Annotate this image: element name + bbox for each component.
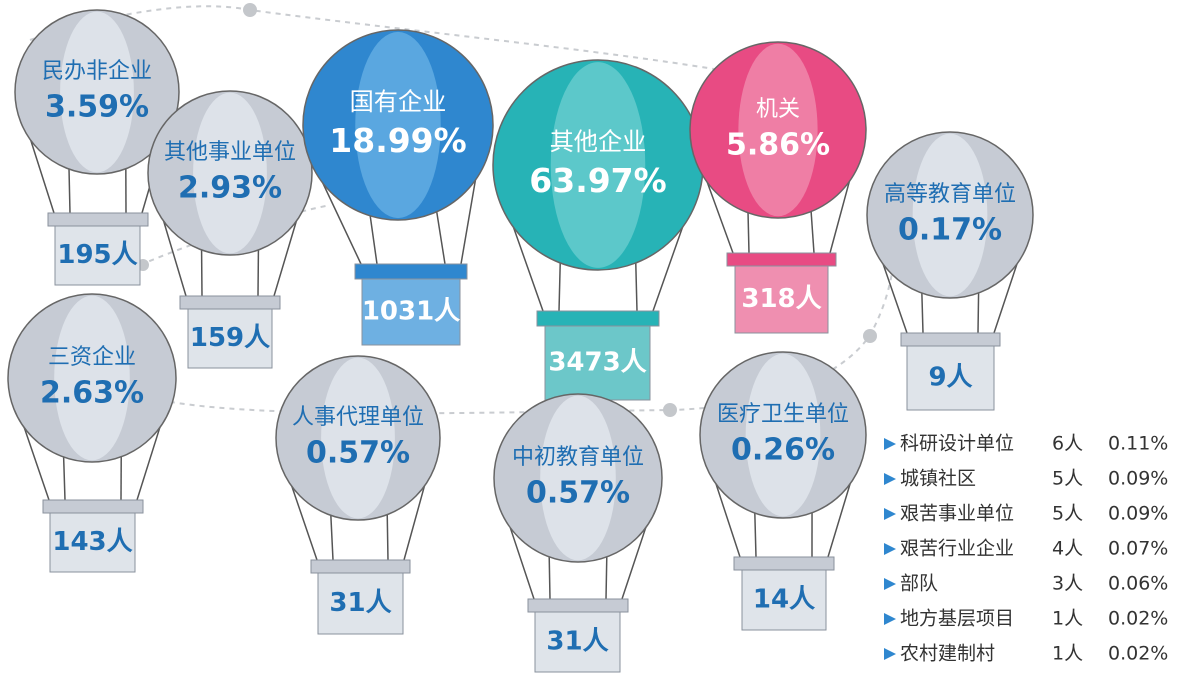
balloon-percent: 0.57% [526, 476, 630, 511]
balloon-percent: 0.17% [898, 213, 1002, 248]
path-dot [243, 3, 257, 17]
legend-name: 部队 [900, 573, 938, 595]
legend-bullet [884, 473, 896, 485]
basket-bar [311, 560, 410, 573]
basket-count: 318人 [741, 284, 821, 314]
balloon-percent: 3.59% [45, 90, 149, 125]
basket-count: 159人 [190, 323, 270, 353]
balloon-percent: 0.26% [731, 433, 835, 468]
balloon: 人事代理单位 0.57% 31人 [276, 356, 440, 634]
basket-count: 31人 [546, 627, 608, 657]
basket-bar [528, 599, 628, 612]
basket-count: 3473人 [548, 348, 646, 378]
basket-bar [48, 213, 148, 226]
balloon-name: 国有企业 [350, 88, 447, 116]
legend-name: 城镇社区 [900, 468, 976, 490]
balloon: 三资企业 2.63% 143人 [8, 294, 176, 572]
balloon-name: 机关 [756, 97, 800, 122]
balloon: 机关 5.86% 318人 [690, 42, 866, 333]
legend-bullet [884, 648, 896, 660]
legend-name: 艰苦事业单位 [900, 503, 1014, 525]
legend-name: 科研设计单位 [900, 433, 1014, 455]
balloon-percent: 18.99% [329, 121, 466, 160]
legend-percent: 0.02% [1108, 608, 1168, 630]
basket-count: 1031人 [362, 297, 460, 327]
legend-count: 3人 [1052, 573, 1083, 595]
basket-count: 143人 [52, 527, 132, 557]
legend-percent: 0.06% [1108, 573, 1168, 595]
legend-bullet [884, 543, 896, 555]
legend-count: 1人 [1052, 608, 1083, 630]
infographic: 民办非企业 3.59% 195人 其他事业单位 2.93% 159人 国有企业 18.99% 1… [0, 0, 1184, 673]
basket-count: 195人 [57, 240, 137, 270]
legend-name: 艰苦行业企业 [900, 538, 1014, 560]
balloon-percent: 5.86% [726, 128, 830, 163]
basket-bar [537, 311, 659, 326]
balloon-name: 高等教育单位 [884, 182, 1016, 207]
legend-count: 1人 [1052, 643, 1083, 665]
basket-bar [734, 557, 834, 570]
legend-percent: 0.09% [1108, 503, 1168, 525]
balloon-name: 医疗卫生单位 [717, 402, 849, 427]
basket-bar [727, 253, 836, 266]
path-dot [863, 329, 877, 343]
balloon: 高等教育单位 0.17% 9人 [867, 132, 1033, 410]
path-dot [663, 403, 677, 417]
legend-count: 5人 [1052, 503, 1083, 525]
basket-count: 14人 [753, 585, 815, 615]
balloon-name: 其他事业单位 [164, 140, 296, 165]
balloon: 国有企业 18.99% 1031人 [303, 30, 493, 345]
balloon: 其他事业单位 2.93% 159人 [148, 91, 312, 368]
legend-percent: 0.09% [1108, 468, 1168, 490]
balloon-name: 其他企业 [550, 128, 647, 156]
legend-bullet [884, 578, 896, 590]
basket-bar [180, 296, 280, 309]
balloon: 其他企业 63.97% 3473人 [493, 60, 703, 400]
balloon-percent: 2.63% [40, 376, 144, 411]
balloon-percent: 0.57% [306, 436, 410, 471]
legend-count: 6人 [1052, 433, 1083, 455]
balloon-percent: 63.97% [529, 161, 666, 200]
legend-name: 地方基层项目 [900, 608, 1014, 630]
basket-count: 9人 [928, 363, 972, 393]
legend-count: 5人 [1052, 468, 1083, 490]
balloon-name: 人事代理单位 [292, 405, 424, 430]
legend-bullet [884, 438, 896, 450]
balloon-percent: 2.93% [178, 171, 282, 206]
legend-percent: 0.11% [1108, 433, 1168, 455]
basket-count: 31人 [329, 588, 391, 618]
basket-bar [901, 333, 1000, 346]
balloon: 医疗卫生单位 0.26% 14人 [700, 352, 866, 630]
basket-bar [355, 264, 467, 279]
legend-bullet [884, 508, 896, 520]
balloon: 中初教育单位 0.57% 31人 [494, 394, 662, 672]
balloon-name: 中初教育单位 [512, 445, 644, 470]
balloon-name: 三资企业 [48, 345, 136, 370]
legend-name: 农村建制村 [900, 643, 995, 665]
legend-count: 4人 [1052, 538, 1083, 560]
legend-percent: 0.02% [1108, 643, 1168, 665]
legend-percent: 0.07% [1108, 538, 1168, 560]
balloon-name: 民办非企业 [42, 59, 152, 84]
legend-bullet [884, 613, 896, 625]
basket-bar [43, 500, 143, 513]
